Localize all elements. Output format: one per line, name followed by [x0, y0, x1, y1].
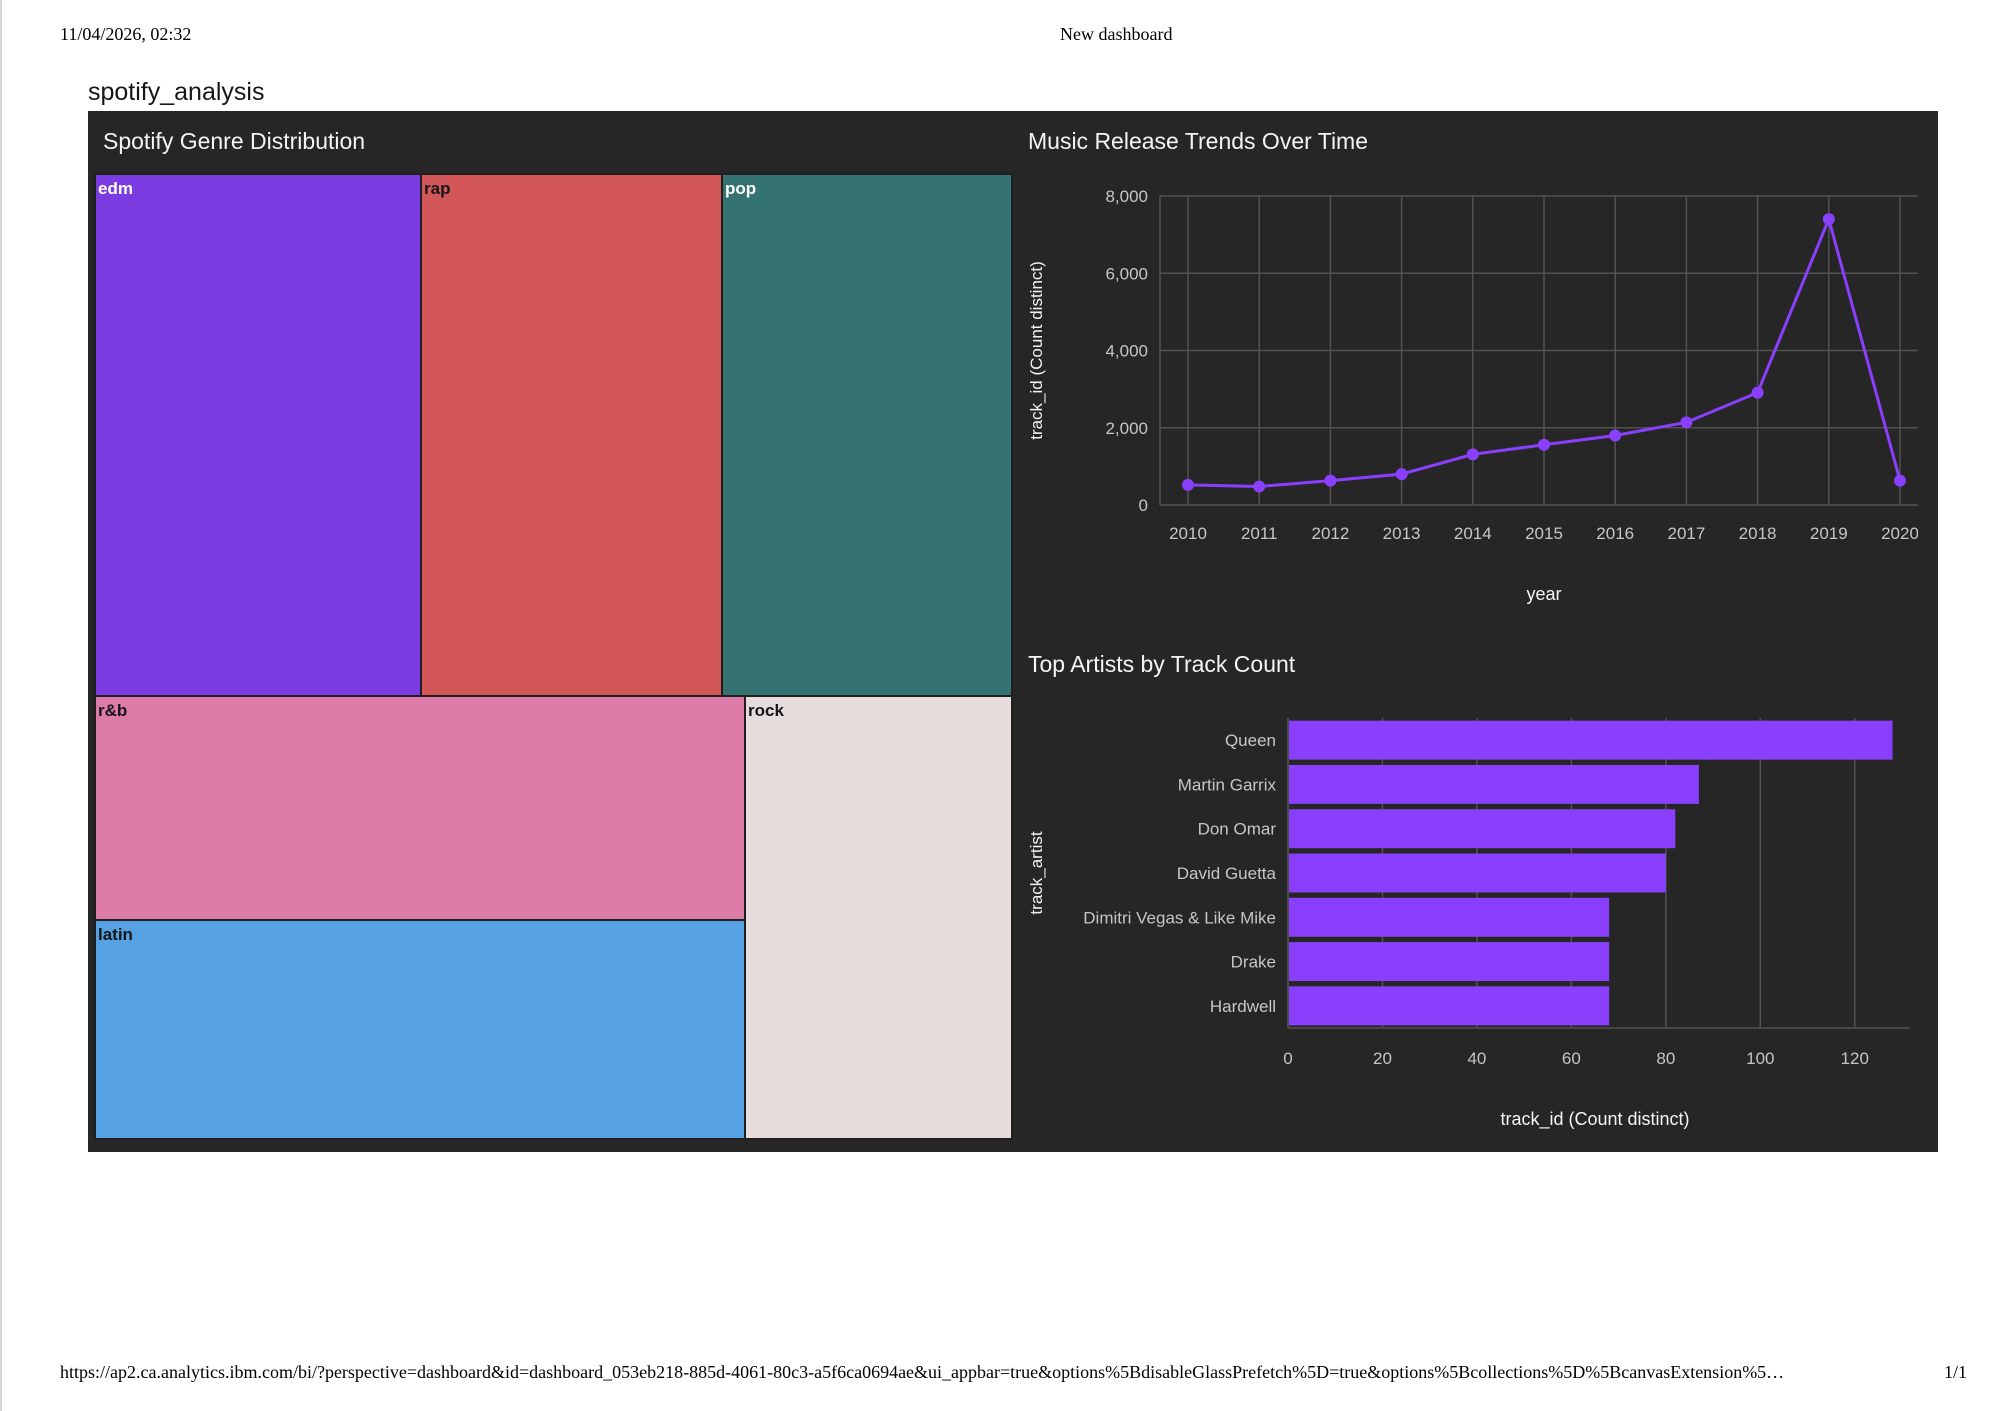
- x-tick-label: 60: [1562, 1049, 1581, 1068]
- y-axis-title: track_id (Count distinct): [1027, 261, 1046, 440]
- y-tick-label: 0: [1139, 496, 1148, 515]
- data-point[interactable]: [1182, 478, 1194, 491]
- bar[interactable]: [1289, 853, 1666, 893]
- x-tick-label: 2015: [1525, 524, 1563, 543]
- top-artists-chart: 0 20 40 60 80 100 120 Queen Martin Garrix Don Oma…: [1027, 718, 1910, 1130]
- data-point[interactable]: [1538, 438, 1550, 451]
- y-tick-label: 6,000: [1105, 264, 1148, 283]
- data-point[interactable]: [1751, 386, 1764, 399]
- x-tick-label: 2013: [1383, 524, 1421, 543]
- x-tick-label: 80: [1656, 1049, 1675, 1068]
- treemap-cell-rb[interactable]: [94, 695, 746, 921]
- x-tick-label: 2016: [1596, 524, 1634, 543]
- print-title: New dashboard: [1060, 24, 1173, 44]
- x-tick-label: 20: [1373, 1049, 1392, 1068]
- bar[interactable]: [1289, 720, 1893, 760]
- treemap-label-rap: rap: [424, 179, 450, 198]
- x-tick-label: 2012: [1311, 524, 1349, 543]
- treemap-title: Spotify Genre Distribution: [103, 128, 366, 154]
- bar[interactable]: [1289, 942, 1610, 982]
- x-tick-label: 2020: [1881, 524, 1918, 543]
- category-label: David Guetta: [1177, 864, 1277, 883]
- treemap-label-rb: r&b: [98, 701, 127, 720]
- treemap-cell-edm[interactable]: [94, 173, 422, 697]
- line-chart-title: Music Release Trends Over Time: [1028, 128, 1369, 154]
- data-point[interactable]: [1894, 474, 1906, 487]
- data-point[interactable]: [1395, 468, 1408, 481]
- x-tick-label: 2017: [1667, 524, 1705, 543]
- y-tick-label: 4,000: [1105, 342, 1148, 361]
- print-datetime: 11/04/2026, 02:32: [60, 24, 192, 44]
- data-point[interactable]: [1466, 448, 1479, 461]
- print-page-number: 1/1: [1944, 1362, 1968, 1382]
- data-point[interactable]: [1822, 213, 1835, 226]
- data-point[interactable]: [1324, 474, 1337, 487]
- dashboard-canvas: Spotify Genre Distribution Music Release…: [88, 111, 1938, 1152]
- x-tick-label: 2018: [1739, 524, 1777, 543]
- category-label: Dimitri Vegas & Like Mike: [1083, 908, 1276, 927]
- dashboard-name: spotify_analysis: [88, 78, 265, 106]
- x-axis-title: track_id (Count distinct): [1500, 1109, 1689, 1130]
- x-tick-label: 100: [1746, 1049, 1774, 1068]
- treemap-label-rock: rock: [748, 701, 784, 720]
- x-tick-label: 120: [1841, 1049, 1869, 1068]
- data-point[interactable]: [1609, 429, 1622, 442]
- category-label: Hardwell: [1210, 997, 1276, 1016]
- data-point[interactable]: [1680, 416, 1693, 429]
- category-label: Queen: [1225, 731, 1276, 750]
- page-left-border: [0, 0, 2, 1411]
- bar[interactable]: [1289, 986, 1610, 1026]
- y-axis-title: track_artist: [1027, 831, 1046, 914]
- category-label: Don Omar: [1198, 820, 1277, 839]
- release-trend-chart: 0 2,000 4,000 6,000 8,000 2010 2011 2012 2013 201…: [1027, 187, 1918, 604]
- treemap-cell-latin[interactable]: [94, 919, 746, 1140]
- category-label: Drake: [1231, 953, 1276, 972]
- data-point[interactable]: [1253, 480, 1266, 493]
- bar[interactable]: [1289, 764, 1699, 804]
- y-tick-label: 2,000: [1105, 419, 1148, 438]
- x-tick-label: 0: [1283, 1049, 1292, 1068]
- x-tick-label: 2014: [1454, 524, 1492, 543]
- bar[interactable]: [1289, 897, 1610, 937]
- treemap-label-pop: pop: [725, 179, 756, 198]
- print-url: https://ap2.ca.analytics.ibm.com/bi/?per…: [60, 1362, 1785, 1382]
- x-tick-label: 40: [1467, 1049, 1486, 1068]
- genre-treemap: edm rap pop r&b latin rock: [94, 173, 1013, 1140]
- treemap-cell-pop[interactable]: [721, 173, 1013, 697]
- category-label: Martin Garrix: [1178, 775, 1277, 794]
- x-tick-label: 2010: [1169, 524, 1207, 543]
- treemap-label-edm: edm: [98, 179, 133, 198]
- treemap-cell-rock[interactable]: [744, 695, 1013, 1140]
- y-tick-label: 8,000: [1105, 187, 1148, 206]
- treemap-label-latin: latin: [98, 925, 133, 944]
- x-tick-label: 2019: [1810, 524, 1848, 543]
- bar[interactable]: [1289, 809, 1676, 849]
- bar-chart-title: Top Artists by Track Count: [1028, 651, 1296, 677]
- x-tick-label: 2011: [1241, 524, 1278, 543]
- x-axis-title: year: [1526, 584, 1561, 604]
- treemap-cell-rap[interactable]: [420, 173, 723, 697]
